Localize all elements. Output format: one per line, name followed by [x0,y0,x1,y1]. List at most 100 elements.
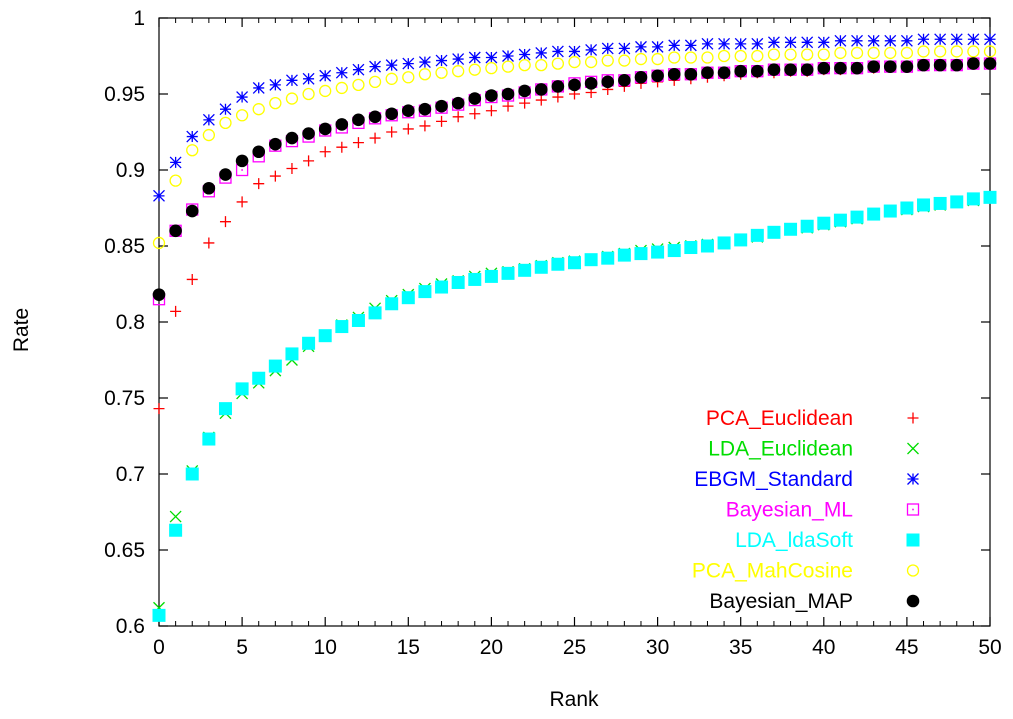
data-point [784,222,798,236]
y-axis-title: Rate [10,308,33,352]
data-point [218,402,232,416]
data-point [701,51,714,64]
data-point [436,115,448,127]
legend-marker [906,503,920,516]
plot-area [152,33,997,622]
data-point [700,239,714,253]
data-point [800,63,814,76]
x-tick-label: 25 [563,636,586,659]
data-point [535,47,548,59]
data-point [983,57,997,70]
data-point [801,48,814,61]
data-point [202,113,215,126]
data-point [884,46,897,60]
data-point [618,74,631,87]
x-tick-label: 30 [646,636,669,659]
data-point [418,285,432,299]
data-point [817,61,831,75]
data-point [518,58,531,72]
data-point [534,260,548,274]
data-point [750,228,764,242]
data-point [767,63,781,76]
legend-label: PCA_Euclidean [706,407,853,430]
data-point [767,225,781,239]
y-tick-label: 0.8 [116,311,145,334]
data-point [934,33,947,46]
data-point [751,49,764,63]
data-point [950,45,963,58]
data-point [519,97,531,109]
data-point [285,131,299,145]
data-point [203,237,215,249]
y-tick-label: 0.85 [104,235,145,258]
data-point [451,96,465,110]
series-Bayesian_MAP [152,57,997,301]
data-point [617,248,631,262]
data-point [684,39,697,52]
data-point [502,50,514,62]
data-point [169,156,182,169]
data-point [235,382,249,396]
data-point [435,66,448,79]
data-point [584,55,598,69]
data-point [585,43,598,56]
y-tick-label: 0.65 [104,539,145,562]
data-point [667,244,681,258]
data-point [501,87,515,101]
data-point [269,170,281,182]
data-point [834,61,847,75]
data-point [435,280,449,294]
data-point [318,122,332,136]
x-tick-label: 0 [153,636,165,659]
data-point [967,57,980,70]
data-point [734,49,747,63]
data-point [634,70,648,84]
data-point [368,110,382,124]
data-point [253,178,265,190]
data-point [900,34,913,47]
data-point [867,207,881,221]
data-point [651,69,664,83]
data-point [185,467,199,481]
data-point [834,34,847,47]
data-point [335,118,349,131]
data-point [784,48,797,61]
y-tick-label: 0.75 [104,387,145,410]
data-point [834,46,847,60]
data-point [368,75,382,88]
data-point [618,54,631,67]
legend-label: LDA_Euclidean [708,438,853,461]
data-point [568,78,581,92]
y-tick-label: 1 [133,7,145,30]
data-point [983,45,997,58]
data-point [601,75,615,89]
data-point [285,347,299,361]
data-point [767,36,780,49]
data-point [967,33,980,46]
data-point [385,59,398,72]
data-point [485,51,498,64]
legend-marker [906,564,920,577]
data-point [668,39,681,52]
data-point [286,74,298,87]
data-point [850,46,864,60]
data-point [801,36,814,49]
data-point [784,36,797,49]
legend-marker [906,533,920,547]
data-point [219,116,232,130]
data-point [718,37,731,50]
data-point [385,107,398,121]
data-point [452,53,465,65]
data-point [169,523,183,537]
data-point [950,195,964,209]
data-point [883,204,897,218]
data-point [917,198,931,212]
data-point [153,189,165,202]
data-point [501,266,515,280]
data-point [983,190,997,204]
data-point [235,109,249,122]
data-point [268,359,282,373]
data-point [850,210,864,224]
data-point [152,236,166,250]
